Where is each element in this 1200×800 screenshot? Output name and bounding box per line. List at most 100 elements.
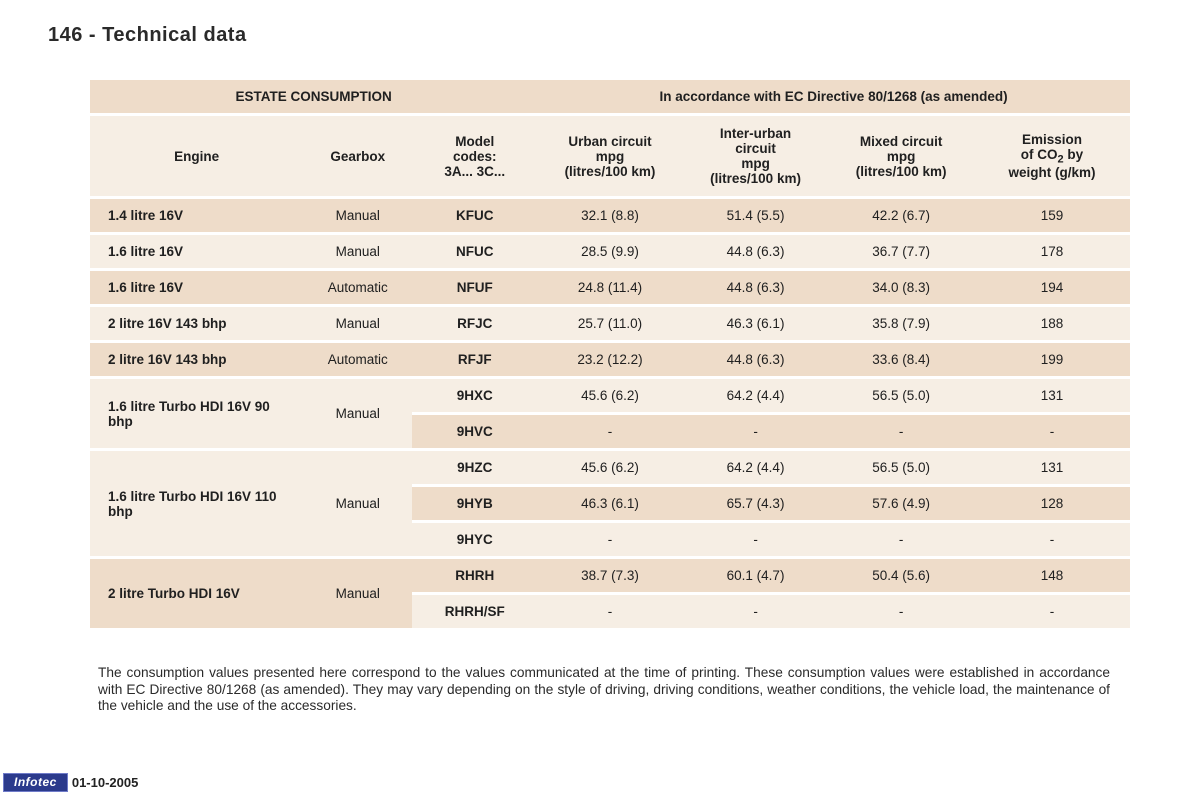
cell-co2: 128 <box>974 487 1130 520</box>
cell-gearbox: Automatic <box>303 343 412 376</box>
col-header-mixed-l3: (litres/100 km) <box>856 164 947 179</box>
cell-mixed: 56.5 (5.0) <box>828 451 974 484</box>
cell-inter: 46.3 (6.1) <box>683 307 829 340</box>
cell-gearbox: Manual <box>303 307 412 340</box>
cell-engine: 1.6 litre Turbo HDI 16V 110 bhp <box>90 451 303 556</box>
cell-mixed: 57.6 (4.9) <box>828 487 974 520</box>
cell-urban: 38.7 (7.3) <box>537 559 683 592</box>
cell-urban: 28.5 (9.9) <box>537 235 683 268</box>
page-title: 146 - Technical data <box>48 24 1200 47</box>
cell-inter: - <box>683 523 829 556</box>
cell-urban: 24.8 (11.4) <box>537 271 683 304</box>
col-header-engine: Engine <box>90 116 303 196</box>
col-header-co2-l3: weight (g/km) <box>1008 165 1095 180</box>
cell-model: RHRH/SF <box>412 595 537 628</box>
cell-urban: 32.1 (8.8) <box>537 199 683 232</box>
cell-inter: - <box>683 595 829 628</box>
cell-mixed: 35.8 (7.9) <box>828 307 974 340</box>
header-estate-consumption: ESTATE CONSUMPTION <box>90 80 537 113</box>
cell-model: 9HYB <box>412 487 537 520</box>
table-row: 2 litre 16V 143 bhp Manual RFJC 25.7 (11… <box>90 307 1130 340</box>
cell-co2: 178 <box>974 235 1130 268</box>
cell-model: NFUC <box>412 235 537 268</box>
table-row: 1.6 litre Turbo HDI 16V 110 bhp Manual 9… <box>90 451 1130 484</box>
cell-co2: 194 <box>974 271 1130 304</box>
cell-mixed: - <box>828 595 974 628</box>
table-row: 1.6 litre Turbo HDI 16V 90 bhp Manual 9H… <box>90 379 1130 412</box>
cell-engine: 2 litre 16V 143 bhp <box>90 343 303 376</box>
cell-mixed: 33.6 (8.4) <box>828 343 974 376</box>
cell-mixed: 50.4 (5.6) <box>828 559 974 592</box>
cell-gearbox: Manual <box>303 451 412 556</box>
cell-inter: 44.8 (6.3) <box>683 271 829 304</box>
col-header-co2-l1: Emission <box>1022 132 1082 147</box>
cell-co2: 159 <box>974 199 1130 232</box>
cell-model: 9HYC <box>412 523 537 556</box>
table-row: 1.4 litre 16V Manual KFUC 32.1 (8.8) 51.… <box>90 199 1130 232</box>
cell-mixed: 56.5 (5.0) <box>828 379 974 412</box>
cell-urban: 46.3 (6.1) <box>537 487 683 520</box>
infotec-badge: Infotec <box>3 773 68 792</box>
col-header-inter-l1: Inter-urban <box>720 126 791 141</box>
cell-model: RHRH <box>412 559 537 592</box>
cell-co2: 188 <box>974 307 1130 340</box>
table-row: 2 litre Turbo HDI 16V Manual RHRH 38.7 (… <box>90 559 1130 592</box>
cell-gearbox: Manual <box>303 559 412 628</box>
cell-engine: 1.6 litre Turbo HDI 16V 90 bhp <box>90 379 303 448</box>
consumption-table: ESTATE CONSUMPTION In accordance with EC… <box>90 77 1130 631</box>
cell-gearbox: Manual <box>303 379 412 448</box>
header-ec-directive: In accordance with EC Directive 80/1268 … <box>537 80 1130 113</box>
col-header-mixed-l1: Mixed circuit <box>860 134 943 149</box>
page: 146 - Technical data ESTATE CONSUMPTION … <box>0 0 1200 800</box>
cell-gearbox: Manual <box>303 199 412 232</box>
cell-co2: - <box>974 523 1130 556</box>
cell-urban: 45.6 (6.2) <box>537 451 683 484</box>
cell-mixed: 42.2 (6.7) <box>828 199 974 232</box>
col-header-mixed: Mixed circuit mpg (litres/100 km) <box>828 116 974 196</box>
cell-urban: 23.2 (12.2) <box>537 343 683 376</box>
col-header-inter-l2: circuit <box>735 141 776 156</box>
cell-co2: - <box>974 415 1130 448</box>
col-header-urban-l1: Urban circuit <box>568 134 651 149</box>
col-header-urban: Urban circuit mpg (litres/100 km) <box>537 116 683 196</box>
cell-inter: 65.7 (4.3) <box>683 487 829 520</box>
cell-inter: 64.2 (4.4) <box>683 451 829 484</box>
consumption-table-wrap: ESTATE CONSUMPTION In accordance with EC… <box>90 77 1130 631</box>
table-row: 1.6 litre 16V Automatic NFUF 24.8 (11.4)… <box>90 271 1130 304</box>
cell-co2: 131 <box>974 451 1130 484</box>
cell-urban: 45.6 (6.2) <box>537 379 683 412</box>
cell-mixed: 34.0 (8.3) <box>828 271 974 304</box>
cell-inter: 64.2 (4.4) <box>683 379 829 412</box>
cell-model: RFJC <box>412 307 537 340</box>
cell-model: 9HZC <box>412 451 537 484</box>
col-header-co2-l2a: of CO <box>1021 147 1058 162</box>
cell-co2: - <box>974 595 1130 628</box>
cell-engine: 1.6 litre 16V <box>90 271 303 304</box>
cell-inter: 60.1 (4.7) <box>683 559 829 592</box>
cell-mixed: - <box>828 415 974 448</box>
table-row: 1.6 litre 16V Manual NFUC 28.5 (9.9) 44.… <box>90 235 1130 268</box>
col-header-urban-l2: mpg <box>596 149 625 164</box>
col-header-model: Model codes: 3A... 3C... <box>412 116 537 196</box>
cell-model: NFUF <box>412 271 537 304</box>
cell-model: KFUC <box>412 199 537 232</box>
footnote-text: The consumption values presented here co… <box>98 665 1110 715</box>
col-header-co2-l2c: by <box>1064 147 1084 162</box>
cell-engine: 2 litre 16V 143 bhp <box>90 307 303 340</box>
col-header-gearbox: Gearbox <box>303 116 412 196</box>
cell-engine: 1.4 litre 16V <box>90 199 303 232</box>
cell-model: RFJF <box>412 343 537 376</box>
table-row: 2 litre 16V 143 bhp Automatic RFJF 23.2 … <box>90 343 1130 376</box>
col-header-interurban: Inter-urban circuit mpg (litres/100 km) <box>683 116 829 196</box>
cell-inter: - <box>683 415 829 448</box>
cell-mixed: - <box>828 523 974 556</box>
cell-model: 9HVC <box>412 415 537 448</box>
cell-inter: 51.4 (5.5) <box>683 199 829 232</box>
cell-inter: 44.8 (6.3) <box>683 235 829 268</box>
cell-inter: 44.8 (6.3) <box>683 343 829 376</box>
cell-urban: - <box>537 415 683 448</box>
cell-engine: 2 litre Turbo HDI 16V <box>90 559 303 628</box>
col-header-model-l2: codes: <box>453 149 497 164</box>
col-header-inter-l4: (litres/100 km) <box>710 171 801 186</box>
col-header-model-l3: 3A... 3C... <box>444 164 505 179</box>
